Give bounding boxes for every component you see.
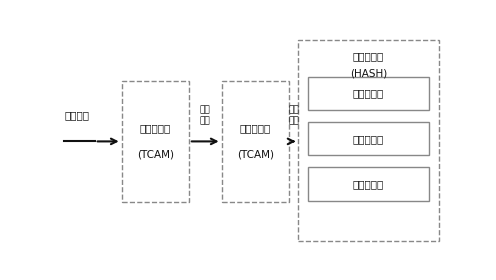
- Text: 中间
参数: 中间 参数: [200, 106, 211, 125]
- Text: 三层转发表: 三层转发表: [353, 134, 384, 144]
- Text: (HASH): (HASH): [350, 69, 387, 78]
- Bar: [122, 81, 189, 202]
- Bar: [308, 77, 429, 110]
- Text: 报文进八: 报文进八: [64, 111, 89, 120]
- Text: (TCAM): (TCAM): [137, 149, 174, 159]
- Text: (TCAM): (TCAM): [237, 149, 274, 159]
- Text: 其他转发表: 其他转发表: [353, 179, 384, 189]
- Text: 第二级流表: 第二级流表: [240, 123, 271, 134]
- Text: 第一级流表: 第一级流表: [139, 123, 171, 134]
- Bar: [222, 81, 289, 202]
- Bar: [308, 122, 429, 155]
- Text: 第三级流表: 第三级流表: [353, 51, 384, 61]
- Bar: [299, 40, 438, 241]
- Text: 中间
参数: 中间 参数: [288, 106, 299, 125]
- Bar: [308, 167, 429, 201]
- Text: 二层转发表: 二层转发表: [353, 88, 384, 99]
